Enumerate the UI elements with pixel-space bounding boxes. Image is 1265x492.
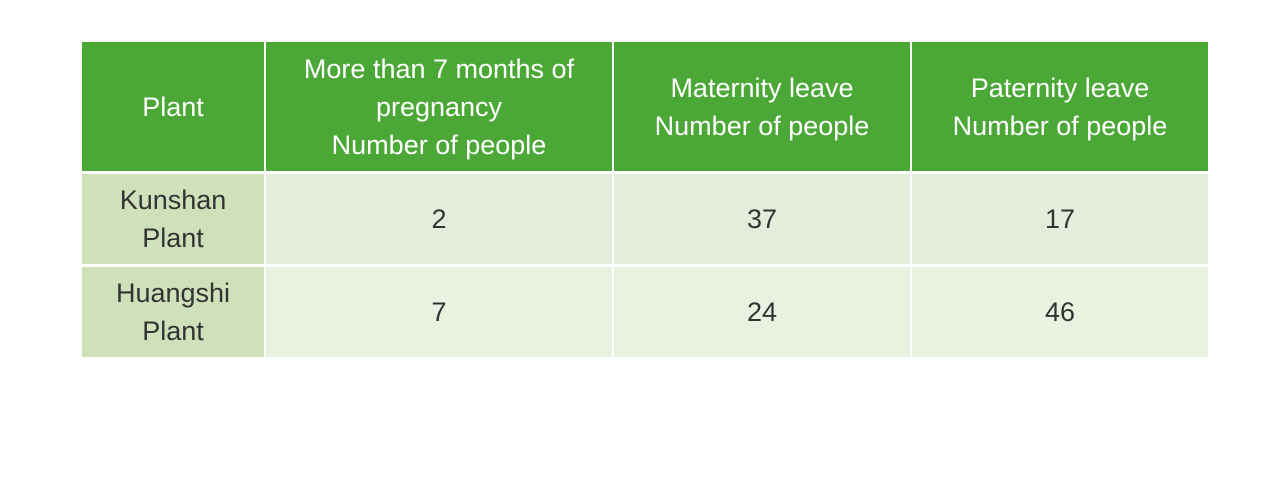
header-pregnancy: More than 7 months of pregnancy Number o… — [266, 42, 612, 171]
header-maternity-line2: Number of people — [654, 110, 870, 141]
row-label-kunshan-line2: Plant — [142, 223, 204, 253]
header-maternity-line1: Maternity leave — [670, 72, 854, 103]
header-plant: Plant — [82, 42, 264, 171]
cell-kunshan-pregnancy: 2 — [266, 174, 612, 264]
header-maternity: Maternity leave Number of people — [614, 42, 910, 171]
cell-kunshan-paternity: 17 — [912, 174, 1208, 264]
header-plant-text: Plant — [142, 91, 204, 122]
row-label-huangshi-line1: Huangshi — [115, 278, 231, 308]
header-pregnancy-line1: More than 7 months of — [303, 53, 575, 84]
row-label-huangshi: Huangshi Plant — [82, 267, 264, 357]
row-label-kunshan-line1: Kunshan — [119, 185, 227, 215]
row-label-kunshan: Kunshan Plant — [82, 174, 264, 264]
cell-huangshi-pregnancy: 7 — [266, 267, 612, 357]
header-paternity-line1: Paternity leave — [970, 72, 1150, 103]
header-paternity: Paternity leave Number of people — [912, 42, 1208, 171]
leave-statistics-table: Plant More than 7 months of pregnancy Nu… — [82, 42, 1208, 357]
cell-huangshi-paternity: 46 — [912, 267, 1208, 357]
header-pregnancy-line3: Number of people — [331, 129, 547, 160]
cell-kunshan-maternity: 37 — [614, 174, 910, 264]
header-paternity-line2: Number of people — [952, 110, 1168, 141]
row-label-huangshi-line2: Plant — [142, 316, 204, 346]
header-pregnancy-line2: pregnancy — [375, 91, 503, 122]
cell-huangshi-maternity: 24 — [614, 267, 910, 357]
